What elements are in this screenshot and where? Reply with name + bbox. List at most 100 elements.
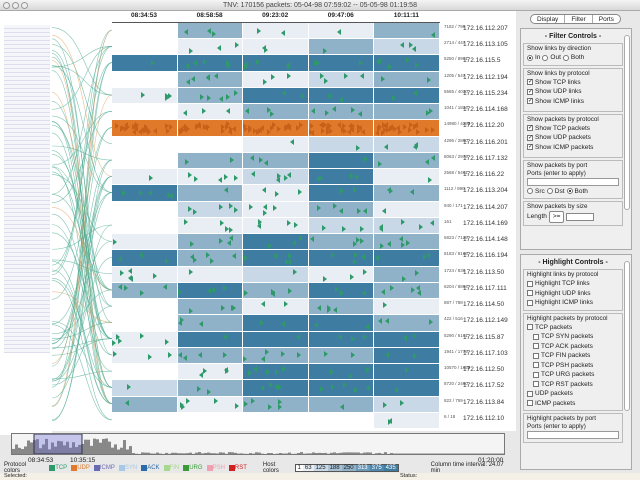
time-cell[interactable] bbox=[177, 87, 244, 104]
host-list-item[interactable] bbox=[4, 61, 50, 65]
time-cell[interactable] bbox=[177, 169, 244, 185]
radio-in[interactable] bbox=[527, 54, 533, 61]
minimize-button[interactable] bbox=[12, 2, 19, 9]
time-cell[interactable] bbox=[177, 217, 244, 234]
time-cell[interactable] bbox=[308, 23, 375, 39]
time-cell[interactable] bbox=[112, 299, 178, 315]
time-cell[interactable] bbox=[374, 331, 440, 347]
time-cell[interactable] bbox=[177, 412, 244, 428]
time-cell[interactable] bbox=[243, 412, 309, 428]
time-cell[interactable] bbox=[243, 71, 309, 87]
host-list-item[interactable] bbox=[4, 89, 50, 93]
time-cell[interactable] bbox=[177, 185, 244, 201]
host-ip-label[interactable]: 172.16.112.149 bbox=[463, 317, 508, 325]
time-cell[interactable] bbox=[308, 71, 375, 87]
time-cell[interactable] bbox=[112, 234, 178, 250]
time-cell[interactable] bbox=[308, 169, 375, 185]
host-list-item[interactable] bbox=[4, 105, 50, 109]
time-cell[interactable] bbox=[112, 412, 178, 428]
length-operator-select[interactable]: >= bbox=[548, 211, 565, 223]
time-cell[interactable] bbox=[374, 412, 440, 428]
time-cell[interactable] bbox=[112, 380, 178, 396]
time-cell[interactable] bbox=[177, 299, 244, 315]
time-cell[interactable] bbox=[308, 347, 375, 364]
host-list-item[interactable] bbox=[4, 77, 50, 81]
host-list-item[interactable] bbox=[4, 25, 50, 29]
host-list-item[interactable] bbox=[4, 137, 50, 141]
time-cell[interactable] bbox=[177, 315, 244, 331]
show-icmp-links-checkbox[interactable]: ✓ bbox=[527, 98, 534, 105]
highlight-scrollbar[interactable] bbox=[624, 261, 630, 411]
time-cell[interactable] bbox=[308, 234, 375, 250]
host-row[interactable] bbox=[112, 136, 440, 152]
tcp-syn-checkbox[interactable] bbox=[533, 333, 539, 340]
host-list-item[interactable] bbox=[4, 265, 50, 269]
time-cell[interactable] bbox=[308, 87, 375, 104]
icmp-packets-checkbox[interactable] bbox=[527, 400, 533, 407]
highlight-tcp-links-checkbox[interactable] bbox=[527, 280, 533, 287]
host-ip-label[interactable]: 172.16.112.207 bbox=[463, 25, 508, 32]
host-ip-label[interactable]: 172.16.115.5 bbox=[463, 57, 501, 65]
host-list-item[interactable] bbox=[4, 29, 50, 33]
close-button[interactable] bbox=[3, 2, 10, 9]
time-cell[interactable] bbox=[308, 364, 375, 380]
host-ip-label[interactable]: 172.16.117.132 bbox=[463, 154, 508, 162]
host-list-item[interactable] bbox=[4, 109, 50, 113]
highlight-icmp-links-checkbox[interactable] bbox=[527, 299, 533, 306]
time-cell[interactable] bbox=[177, 201, 244, 217]
host-list-item[interactable] bbox=[4, 201, 50, 205]
host-ip-label[interactable]: 172.16.117.52 bbox=[463, 382, 505, 390]
time-cell[interactable] bbox=[177, 250, 244, 266]
time-cell[interactable] bbox=[243, 201, 309, 217]
show-tcp-packets-checkbox[interactable]: ✓ bbox=[527, 125, 534, 132]
show-udp-packets-checkbox[interactable]: ✓ bbox=[527, 134, 534, 141]
host-list-item[interactable] bbox=[4, 249, 50, 253]
time-cell[interactable] bbox=[243, 23, 309, 39]
time-cell[interactable] bbox=[112, 185, 178, 201]
host-list-item[interactable] bbox=[4, 221, 50, 225]
time-cell[interactable] bbox=[308, 380, 375, 396]
time-cell[interactable] bbox=[308, 217, 375, 234]
time-cell[interactable] bbox=[308, 331, 375, 347]
host-row[interactable] bbox=[112, 217, 440, 234]
time-cell[interactable] bbox=[112, 55, 178, 71]
time-cell[interactable] bbox=[308, 250, 375, 266]
host-row[interactable] bbox=[112, 299, 440, 315]
host-row[interactable] bbox=[112, 55, 440, 71]
time-cell[interactable] bbox=[177, 266, 244, 282]
host-list-item[interactable] bbox=[4, 313, 50, 317]
host-row[interactable] bbox=[112, 23, 440, 39]
time-cell[interactable] bbox=[308, 55, 375, 71]
tab-display[interactable]: Display bbox=[531, 15, 566, 23]
host-ip-label[interactable]: 172.16.117.103 bbox=[463, 349, 508, 357]
host-list-item[interactable] bbox=[4, 93, 50, 97]
host-list[interactable] bbox=[0, 25, 52, 435]
host-row[interactable] bbox=[112, 266, 440, 282]
time-cell[interactable] bbox=[308, 39, 375, 55]
host-ip-label[interactable]: 172.16.113.84 bbox=[463, 398, 505, 406]
host-list-item[interactable] bbox=[4, 205, 50, 209]
time-cell[interactable] bbox=[112, 39, 178, 55]
time-cell[interactable] bbox=[374, 120, 440, 136]
time-cell[interactable] bbox=[112, 347, 178, 364]
host-list-item[interactable] bbox=[4, 309, 50, 313]
host-ip-label[interactable]: 172.16.113.105 bbox=[463, 41, 508, 49]
time-cell[interactable] bbox=[374, 55, 440, 71]
host-list-item[interactable] bbox=[4, 297, 50, 301]
time-cell[interactable] bbox=[112, 250, 178, 266]
time-cell[interactable] bbox=[112, 23, 178, 39]
show-tcp-links-checkbox[interactable]: ✓ bbox=[527, 79, 534, 86]
host-row[interactable] bbox=[112, 282, 440, 299]
time-cell[interactable] bbox=[243, 331, 309, 347]
host-row[interactable] bbox=[112, 87, 440, 104]
host-list-item[interactable] bbox=[4, 341, 50, 345]
time-cell[interactable] bbox=[177, 120, 244, 136]
host-ip-label[interactable]: 172.16.112.20 bbox=[463, 122, 505, 130]
time-cell[interactable] bbox=[112, 87, 178, 104]
time-cell[interactable] bbox=[374, 347, 440, 364]
time-cell[interactable] bbox=[112, 169, 178, 185]
show-udp-links-checkbox[interactable]: ✓ bbox=[527, 88, 534, 95]
time-cell[interactable] bbox=[374, 152, 440, 169]
time-cell[interactable] bbox=[243, 282, 309, 299]
host-list-item[interactable] bbox=[4, 81, 50, 85]
